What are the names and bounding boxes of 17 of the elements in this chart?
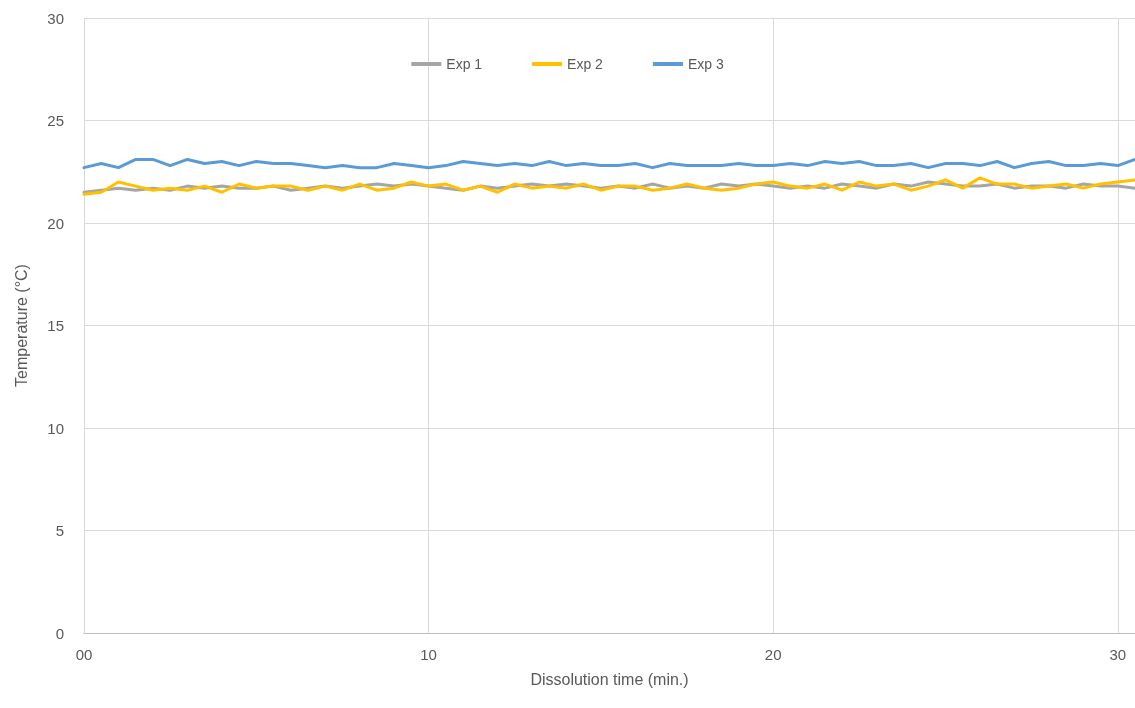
- y-tick-label: 5: [55, 522, 64, 539]
- legend-label: Exp 2: [567, 56, 604, 72]
- x-tick-label: 30: [1109, 646, 1127, 663]
- line-series: [82, 157, 1135, 170]
- y-tick-label: 0: [55, 624, 64, 642]
- x-axis-title: Dissolution time (min.): [530, 670, 689, 688]
- legend-label: Exp 3: [687, 56, 724, 72]
- y-tick-label: 25: [47, 112, 64, 129]
- x-tick-label: 10: [420, 646, 437, 663]
- y-tick-label: 15: [47, 317, 64, 334]
- x-tick-label: 20: [764, 646, 782, 663]
- x-tick-label: 00: [75, 646, 93, 663]
- y-tick-label: 10: [47, 419, 64, 437]
- y-axis-title: Temperature (°C): [12, 264, 30, 387]
- y-tick-label: 20: [47, 214, 64, 232]
- legend-label: Exp 1: [446, 56, 483, 72]
- y-tick-label: 30: [47, 9, 64, 27]
